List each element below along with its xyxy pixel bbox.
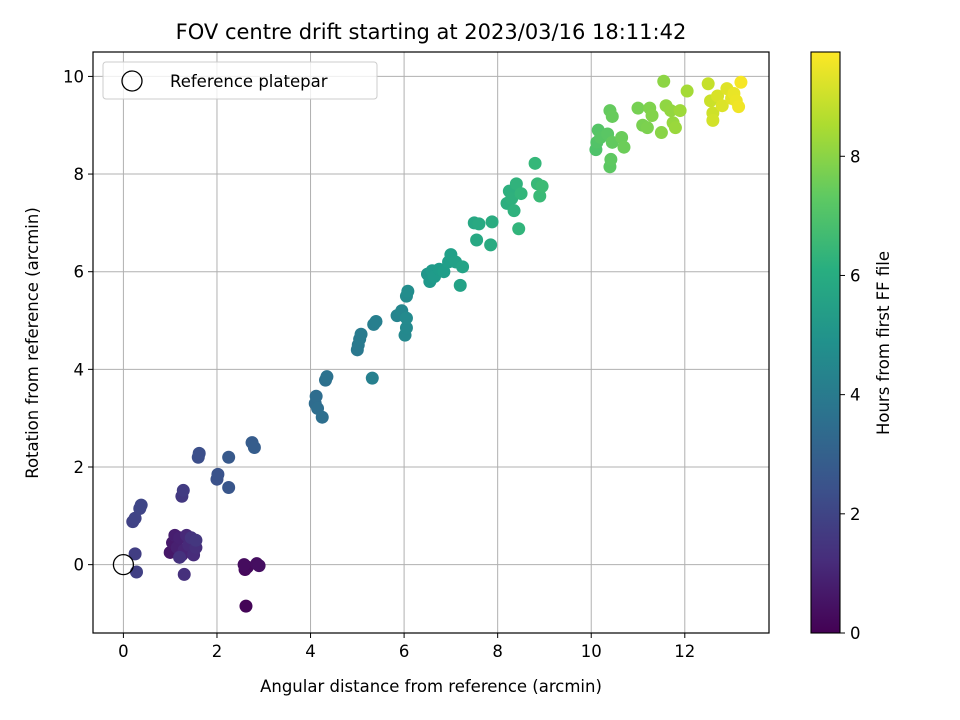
legend-box <box>102 61 378 100</box>
data-point <box>309 389 323 403</box>
data-point <box>222 481 236 495</box>
data-point <box>239 599 253 613</box>
data-point <box>437 265 451 279</box>
data-point <box>528 156 542 170</box>
data-point <box>533 189 547 203</box>
data-point <box>680 84 694 98</box>
data-point <box>734 75 748 89</box>
data-point <box>654 126 668 140</box>
y-tick-label: 4 <box>74 360 85 379</box>
data-point <box>484 238 498 252</box>
data-point <box>631 101 645 115</box>
data-point <box>369 315 383 329</box>
data-point <box>128 547 142 561</box>
legend-entry: Reference platepar <box>170 72 328 91</box>
data-point <box>399 321 413 335</box>
x-ticks: 0 2 4 6 8 10 12 <box>118 633 695 661</box>
data-point <box>701 77 715 91</box>
plot-frame <box>92 51 770 634</box>
colorbar-ticks: 0 2 4 6 8 <box>840 147 861 643</box>
colorbar <box>810 51 841 634</box>
x-tick-label: 4 <box>305 642 316 661</box>
chart-title: FOV centre drift starting at 2023/03/16 … <box>176 20 687 44</box>
data-point <box>173 550 187 564</box>
data-point <box>673 104 687 118</box>
x-axis-label: Angular distance from reference (arcmin) <box>260 677 602 696</box>
data-point <box>222 450 236 464</box>
data-point <box>485 215 499 229</box>
data-point <box>472 217 486 231</box>
data-point <box>509 177 523 191</box>
y-ticks: 0 2 4 6 8 10 <box>63 67 93 575</box>
data-point <box>512 222 526 236</box>
data-point <box>211 467 225 481</box>
data-point <box>456 260 470 274</box>
y-tick-label: 6 <box>74 263 85 282</box>
x-tick-label: 8 <box>492 642 503 661</box>
data-point <box>177 567 191 581</box>
data-point <box>615 130 629 144</box>
data-point <box>706 113 720 127</box>
data-point <box>645 108 659 122</box>
x-tick-label: 2 <box>212 642 223 661</box>
data-point <box>535 179 549 193</box>
x-tick-label: 10 <box>581 642 602 661</box>
data-point <box>401 284 415 298</box>
x-tick-label: 0 <box>118 642 129 661</box>
data-point <box>470 233 484 247</box>
colorbar-label: Hours from first FF file <box>874 251 893 435</box>
data-point <box>354 327 368 341</box>
y-tick-label: 0 <box>74 556 85 575</box>
colorbar-tick-label: 8 <box>850 147 861 166</box>
data-point <box>237 558 251 572</box>
colorbar-tick-label: 6 <box>850 266 861 285</box>
colorbar-tick-label: 0 <box>850 624 861 643</box>
data-point <box>399 311 413 325</box>
colorbar-tick-label: 4 <box>850 386 861 405</box>
data-points <box>126 74 748 613</box>
x-tick-label: 12 <box>674 642 695 661</box>
data-point <box>134 498 148 512</box>
data-point <box>664 104 678 118</box>
data-point <box>176 483 190 497</box>
data-point <box>640 121 654 135</box>
data-point <box>711 89 725 103</box>
data-point <box>247 440 261 454</box>
data-point <box>189 533 203 547</box>
data-point <box>514 187 528 201</box>
data-point <box>715 99 729 113</box>
x-tick-label: 6 <box>399 642 410 661</box>
data-point <box>128 511 142 525</box>
y-tick-label: 10 <box>63 67 84 86</box>
data-point <box>320 370 334 384</box>
y-axis-label: Rotation from reference (arcmin) <box>23 207 42 479</box>
y-tick-label: 8 <box>74 165 85 184</box>
legend-marker <box>121 70 143 92</box>
data-point <box>604 152 618 166</box>
data-point <box>732 100 746 114</box>
data-point <box>252 559 266 573</box>
data-point <box>668 121 682 135</box>
data-point <box>365 371 379 385</box>
reference-point-marker <box>112 553 135 576</box>
data-point <box>130 565 144 579</box>
data-point <box>617 140 631 154</box>
y-tick-label: 2 <box>74 458 85 477</box>
data-point <box>657 74 671 88</box>
data-point <box>315 410 329 424</box>
data-point <box>605 109 619 123</box>
data-point <box>453 278 467 292</box>
colorbar-tick-label: 2 <box>850 505 861 524</box>
legend: Reference platepar <box>102 61 378 100</box>
data-point <box>507 204 521 218</box>
data-point <box>192 446 206 460</box>
